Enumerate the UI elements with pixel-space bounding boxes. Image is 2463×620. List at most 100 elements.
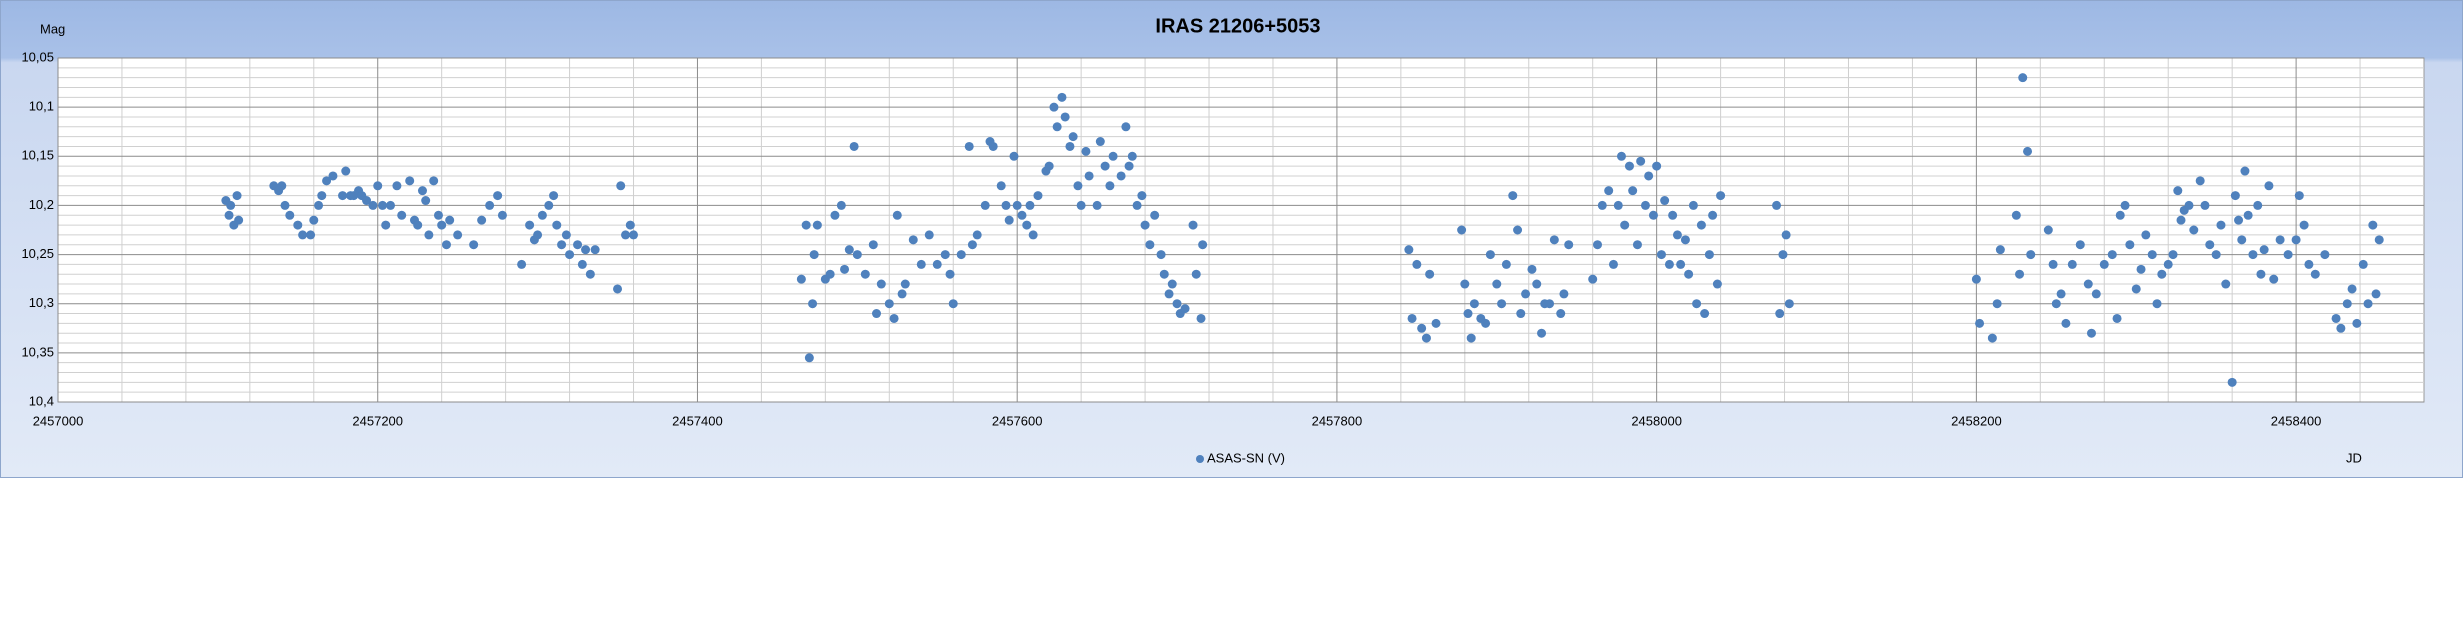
data-point — [1597, 200, 1607, 210]
data-point — [2221, 279, 2231, 289]
data-point — [1052, 122, 1062, 132]
data-point — [405, 176, 415, 186]
data-point — [2051, 299, 2061, 309]
data-point — [2067, 259, 2077, 269]
data-point — [525, 220, 535, 230]
data-point — [967, 240, 977, 250]
data-point — [804, 353, 814, 363]
data-point — [621, 230, 631, 240]
data-point — [1164, 289, 1174, 299]
data-point — [1060, 112, 1070, 122]
data-point — [1628, 186, 1638, 196]
data-point — [517, 259, 527, 269]
data-point — [306, 230, 316, 240]
data-point — [1592, 240, 1602, 250]
data-point — [2237, 235, 2247, 245]
data-point — [1692, 299, 1702, 309]
x-tick-label: 2458400 — [2271, 413, 2322, 428]
data-point — [1716, 191, 1726, 201]
data-point — [2026, 250, 2036, 260]
data-point — [373, 181, 383, 191]
data-point — [557, 240, 567, 250]
data-point — [1987, 333, 1997, 343]
data-point — [1150, 210, 1160, 220]
data-point — [280, 200, 290, 210]
data-point — [537, 210, 547, 220]
data-point — [872, 309, 882, 319]
data-point — [1648, 210, 1658, 220]
data-point — [298, 230, 308, 240]
data-point — [1559, 289, 1569, 299]
legend-label: ASAS-SN (V) — [1207, 450, 1285, 465]
y-tick-label: 10,05 — [21, 49, 54, 64]
data-point — [565, 250, 575, 260]
data-point — [1778, 250, 1788, 260]
data-point — [2184, 200, 2194, 210]
data-point — [429, 176, 439, 186]
data-point — [285, 210, 295, 220]
data-point — [1616, 151, 1626, 161]
data-point — [1640, 200, 1650, 210]
data-point — [825, 269, 835, 279]
data-point — [2086, 328, 2096, 338]
x-tick-label: 2458200 — [1951, 413, 2002, 428]
data-point — [860, 269, 870, 279]
data-point — [2269, 274, 2279, 284]
data-point — [378, 200, 388, 210]
data-point — [1604, 186, 1614, 196]
data-point — [908, 235, 918, 245]
data-point — [2227, 377, 2237, 387]
data-point — [1463, 309, 1473, 319]
data-point — [1159, 269, 1169, 279]
data-point — [2352, 318, 2362, 328]
y-tick-label: 10,4 — [29, 393, 54, 408]
y-tick-label: 10,35 — [21, 344, 54, 359]
data-point — [808, 299, 818, 309]
data-point — [2075, 240, 2085, 250]
data-point — [2056, 289, 2066, 299]
data-point — [1680, 235, 1690, 245]
data-point — [836, 200, 846, 210]
data-point — [2230, 191, 2240, 201]
data-point — [2011, 210, 2021, 220]
data-point — [613, 284, 623, 294]
data-point — [590, 245, 600, 255]
data-point — [889, 313, 899, 323]
data-point — [421, 196, 431, 206]
data-point — [1485, 250, 1495, 260]
data-point — [2275, 235, 2285, 245]
y-tick-label: 10,2 — [29, 197, 54, 212]
data-point — [2131, 284, 2141, 294]
data-point — [2374, 235, 2384, 245]
legend-marker — [1196, 455, 1204, 463]
data-point — [1532, 279, 1542, 289]
data-point — [2256, 269, 2266, 279]
data-point — [2211, 250, 2221, 260]
data-point — [1588, 274, 1598, 284]
x-tick-label: 2457800 — [1312, 413, 1363, 428]
data-point — [1481, 318, 1491, 328]
data-point — [317, 191, 327, 201]
data-point — [2147, 250, 2157, 260]
data-point — [2216, 220, 2226, 230]
data-point — [840, 264, 850, 274]
chart-title: IRAS 21206+5053 — [1155, 15, 1320, 37]
data-point — [1656, 250, 1666, 260]
data-point — [1172, 299, 1182, 309]
data-point — [437, 220, 447, 230]
data-point — [1664, 259, 1674, 269]
data-point — [1407, 313, 1417, 323]
data-point — [1564, 240, 1574, 250]
data-point — [2015, 269, 2025, 279]
data-point — [2141, 230, 2151, 240]
data-point — [1545, 299, 1555, 309]
data-point — [1124, 161, 1134, 171]
data-point — [1004, 215, 1014, 225]
data-point — [796, 274, 806, 284]
data-point — [1644, 171, 1654, 181]
data-point — [1556, 309, 1566, 319]
data-point — [1696, 220, 1706, 230]
y-axis-label: Mag — [40, 21, 65, 36]
data-point — [577, 259, 587, 269]
